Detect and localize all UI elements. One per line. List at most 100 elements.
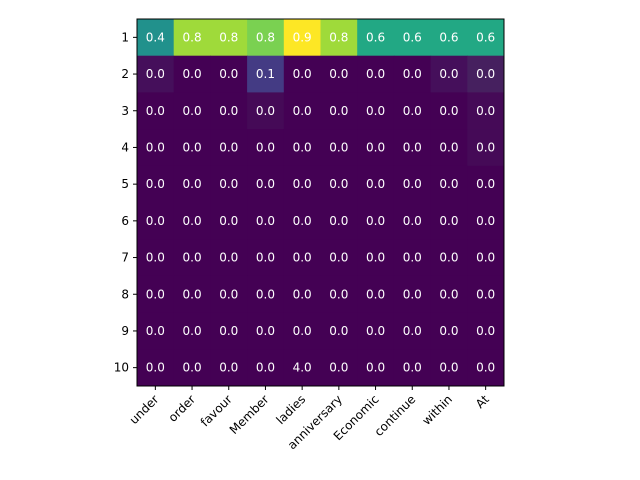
cell-value-label: 0.0 bbox=[329, 140, 348, 154]
heatmap-cell bbox=[320, 55, 358, 93]
cell-value-label: 0.0 bbox=[293, 104, 312, 118]
heatmap-cell bbox=[247, 202, 285, 240]
cell-value-label: 0.0 bbox=[366, 177, 385, 191]
cell-value-label: 0.0 bbox=[146, 104, 165, 118]
x-tick-label: order bbox=[166, 392, 199, 425]
heatmap-cells bbox=[137, 19, 505, 387]
cell-value-label: 0.0 bbox=[293, 251, 312, 265]
y-axis-ticks: 1 2 3 4 5 6 7 8 9 10 bbox=[114, 30, 137, 375]
heatmap-cell bbox=[173, 129, 211, 167]
cell-value-label: 0.9 bbox=[293, 30, 312, 44]
cell-value-label: 0.0 bbox=[366, 67, 385, 81]
cell-value-label: 4.0 bbox=[293, 361, 312, 375]
heatmap-cell bbox=[247, 349, 285, 387]
cell-value-label: 0.0 bbox=[293, 287, 312, 301]
cell-value-label: 0.0 bbox=[256, 177, 275, 191]
cell-value-label: 0.0 bbox=[293, 67, 312, 81]
heatmap-cell bbox=[173, 275, 211, 314]
cell-value-label: 0.0 bbox=[183, 287, 202, 301]
heatmap-cell bbox=[430, 129, 468, 167]
heatmap-cell bbox=[393, 349, 432, 387]
cell-value-label: 0.0 bbox=[219, 324, 238, 338]
heatmap-cell bbox=[467, 129, 505, 167]
cell-value-label: 0.0 bbox=[219, 251, 238, 265]
cell-value-label: 0.0 bbox=[439, 361, 458, 375]
y-tick-label: 3 bbox=[121, 104, 129, 118]
heatmap-cell bbox=[320, 312, 358, 350]
cell-value-label: 0.0 bbox=[146, 67, 165, 81]
heatmap-cell bbox=[173, 55, 211, 93]
x-tick-label: ladies bbox=[273, 392, 308, 427]
heatmap-cell bbox=[320, 165, 358, 203]
heatmap-cell bbox=[467, 312, 505, 350]
cell-value-label: 0.0 bbox=[146, 324, 165, 338]
cell-value-label: 0.8 bbox=[219, 30, 238, 44]
heatmap-cell bbox=[357, 165, 395, 203]
cell-value-label: 0.0 bbox=[183, 140, 202, 154]
cell-value-label: 0.0 bbox=[146, 361, 165, 375]
cell-value-label: 0.0 bbox=[439, 324, 458, 338]
heatmap-cell bbox=[467, 165, 505, 203]
heatmap-cell bbox=[210, 92, 248, 130]
cell-value-label: 0.0 bbox=[476, 287, 495, 301]
heatmap-cell bbox=[430, 349, 468, 387]
heatmap-cell bbox=[357, 202, 395, 240]
heatmap-cell bbox=[430, 275, 468, 314]
cell-value-label: 0.0 bbox=[403, 177, 422, 191]
heatmap-cell bbox=[247, 165, 285, 203]
heatmap-cell bbox=[430, 19, 468, 57]
heatmap-cell bbox=[137, 349, 175, 387]
heatmap-cell bbox=[357, 92, 395, 130]
cell-value-label: 0.0 bbox=[256, 104, 275, 118]
cell-value-label: 0.0 bbox=[403, 324, 422, 338]
cell-value-label: 0.0 bbox=[329, 324, 348, 338]
heatmap-cell bbox=[467, 55, 505, 93]
heatmap-cell bbox=[467, 19, 505, 57]
cell-value-label: 0.0 bbox=[146, 214, 165, 228]
cell-value-label: 0.0 bbox=[366, 287, 385, 301]
cell-value-label: 0.0 bbox=[403, 67, 422, 81]
cell-value-label: 0.0 bbox=[439, 251, 458, 265]
heatmap-cell bbox=[210, 19, 248, 57]
x-tick-label: At bbox=[473, 392, 492, 411]
cell-value-label: 0.6 bbox=[366, 30, 385, 44]
heatmap-cell bbox=[137, 165, 175, 203]
cell-value-label: 0.0 bbox=[256, 251, 275, 265]
heatmap-cell bbox=[173, 202, 211, 240]
cell-value-label: 0.0 bbox=[146, 251, 165, 265]
heatmap-cell bbox=[320, 239, 358, 277]
heatmap-cell bbox=[173, 165, 211, 203]
cell-value-label: 0.0 bbox=[366, 214, 385, 228]
heatmap-cell bbox=[247, 239, 285, 277]
cell-value-label: 0.0 bbox=[439, 104, 458, 118]
cell-value-label: 0.0 bbox=[183, 324, 202, 338]
cell-value-label: 0.0 bbox=[219, 287, 238, 301]
cell-value-label: 0.0 bbox=[256, 140, 275, 154]
cell-value-label: 0.0 bbox=[329, 287, 348, 301]
heatmap-cell bbox=[357, 129, 395, 167]
cell-value-label: 0.0 bbox=[439, 287, 458, 301]
cell-value-label: 0.0 bbox=[439, 67, 458, 81]
cell-value-label: 0.0 bbox=[146, 287, 165, 301]
cell-value-label: 0.0 bbox=[439, 140, 458, 154]
heatmap-cell bbox=[393, 239, 432, 277]
heatmap-cell bbox=[247, 129, 285, 167]
heatmap-cell bbox=[393, 202, 432, 240]
cell-value-label: 0.0 bbox=[256, 324, 275, 338]
heatmap-cell bbox=[210, 202, 248, 240]
heatmap-cell bbox=[173, 349, 211, 387]
heatmap-cell bbox=[283, 239, 321, 277]
cell-value-label: 0.1 bbox=[256, 67, 275, 81]
y-tick-label: 10 bbox=[114, 361, 129, 375]
cell-value-label: 0.0 bbox=[476, 251, 495, 265]
x-tick-label: under bbox=[127, 392, 162, 427]
cell-value-label: 0.0 bbox=[403, 140, 422, 154]
cell-value-label: 0.0 bbox=[329, 251, 348, 265]
cell-value-label: 0.0 bbox=[476, 104, 495, 118]
heatmap-cell bbox=[283, 312, 321, 350]
heatmap-cell bbox=[283, 202, 321, 240]
heatmap-cell bbox=[320, 129, 358, 167]
heatmap-cell bbox=[393, 92, 432, 130]
cell-value-label: 0.0 bbox=[476, 140, 495, 154]
heatmap-cell bbox=[393, 129, 432, 167]
